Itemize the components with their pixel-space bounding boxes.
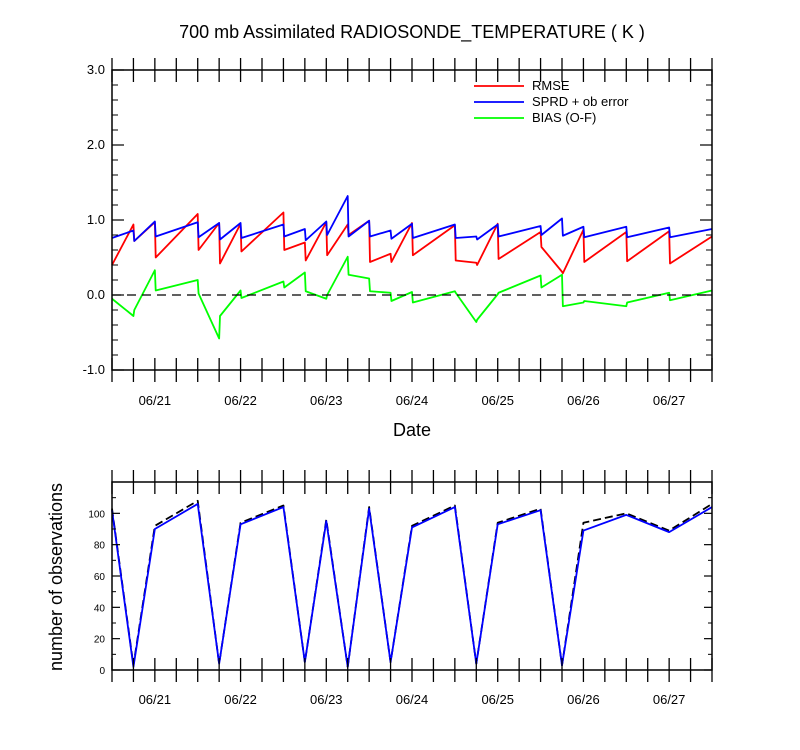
x-tick-label: 06/24 xyxy=(396,692,429,707)
series-line-sprd-ob-error xyxy=(111,195,713,242)
x-tick-label: 06/21 xyxy=(139,692,172,707)
chart-title: 700 mb Assimilated RADIOSONDE_TEMPERATUR… xyxy=(179,22,645,43)
x-tick-label: 06/23 xyxy=(310,692,343,707)
x-tick-label: 06/27 xyxy=(653,692,686,707)
y-tick-label: 100 xyxy=(88,509,105,520)
bottom-y-axis: 0 20 40 60 80 100 xyxy=(88,481,712,677)
y-tick-label: 2.0 xyxy=(87,137,105,152)
y-tick-label: 1.0 xyxy=(87,212,105,227)
y-tick-label: 20 xyxy=(94,635,106,646)
x-tick-label: 06/22 xyxy=(224,692,257,707)
y-axis-label: number of observations xyxy=(46,483,66,671)
x-tick-label: 06/23 xyxy=(310,393,343,408)
x-tick-label: 06/25 xyxy=(481,692,514,707)
y-tick-label: 0 xyxy=(99,666,105,677)
legend-label-sprd: SPRD + ob error xyxy=(532,94,629,109)
series-line-bias-o-f xyxy=(111,255,713,340)
legend: RMSE SPRD + ob error BIAS (O-F) xyxy=(474,78,629,125)
top-x-axis: 06/21 06/22 06/23 06/24 06/25 06/26 06/27 xyxy=(111,58,713,408)
top-chart: 700 mb Assimilated RADIOSONDE_TEMPERATUR… xyxy=(83,22,713,440)
x-tick-label: 06/24 xyxy=(396,393,429,408)
bottom-x-axis: 06/21 06/22 06/23 06/24 06/25 06/26 06/27 xyxy=(111,470,713,707)
y-tick-label: 0.0 xyxy=(87,287,105,302)
top-series-group xyxy=(111,195,713,340)
top-y-axis: -1.0 0.0 1.0 2.0 3.0 xyxy=(83,62,712,377)
series-line-rmse xyxy=(111,211,713,275)
legend-label-bias: BIAS (O-F) xyxy=(532,110,596,125)
y-tick-label: 80 xyxy=(94,541,106,552)
y-tick-label: -1.0 xyxy=(83,362,105,377)
x-tick-label: 06/27 xyxy=(653,393,686,408)
series-line-assimilated xyxy=(111,503,713,668)
y-tick-label: 60 xyxy=(94,572,106,583)
y-tick-label: 40 xyxy=(94,603,106,614)
x-tick-label: 06/26 xyxy=(567,393,600,408)
bottom-series-group xyxy=(111,499,713,668)
x-tick-label: 06/22 xyxy=(224,393,257,408)
x-axis-label: Date xyxy=(393,420,431,440)
y-tick-label: 3.0 xyxy=(87,62,105,77)
x-tick-label: 06/26 xyxy=(567,692,600,707)
x-tick-label: 06/25 xyxy=(481,393,514,408)
legend-label-rmse: RMSE xyxy=(532,78,570,93)
x-tick-label: 06/21 xyxy=(139,393,172,408)
